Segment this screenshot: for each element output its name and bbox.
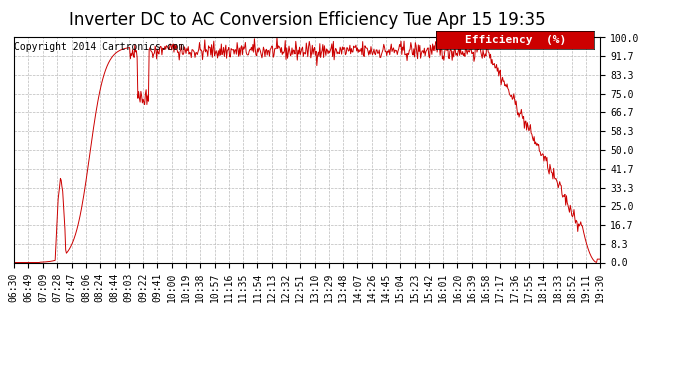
Title: Inverter DC to AC Conversion Efficiency Tue Apr 15 19:35: Inverter DC to AC Conversion Efficiency … bbox=[69, 11, 545, 29]
Text: Copyright 2014 Cartronics.com: Copyright 2014 Cartronics.com bbox=[14, 42, 185, 52]
